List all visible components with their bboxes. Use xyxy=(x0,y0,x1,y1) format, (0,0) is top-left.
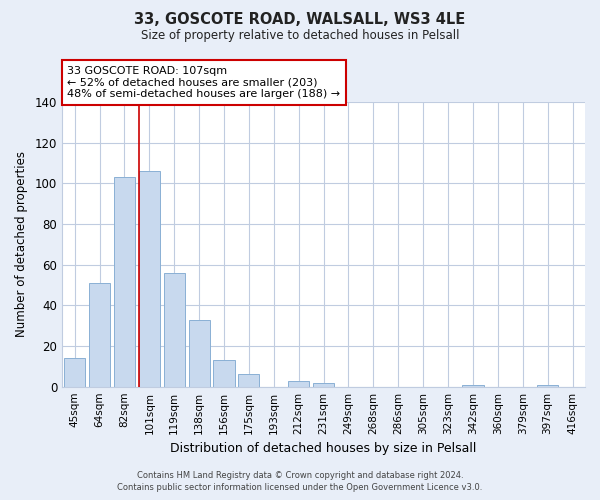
Y-axis label: Number of detached properties: Number of detached properties xyxy=(15,152,28,338)
X-axis label: Distribution of detached houses by size in Pelsall: Distribution of detached houses by size … xyxy=(170,442,477,455)
Bar xyxy=(114,178,135,386)
Bar xyxy=(288,380,309,386)
Bar xyxy=(139,171,160,386)
Text: 33, GOSCOTE ROAD, WALSALL, WS3 4LE: 33, GOSCOTE ROAD, WALSALL, WS3 4LE xyxy=(134,12,466,28)
Bar xyxy=(238,374,259,386)
Bar xyxy=(537,384,558,386)
Bar xyxy=(313,382,334,386)
Bar xyxy=(64,358,85,386)
Bar xyxy=(89,283,110,387)
Text: Contains HM Land Registry data © Crown copyright and database right 2024.
Contai: Contains HM Land Registry data © Crown c… xyxy=(118,471,482,492)
Bar xyxy=(214,360,235,386)
Text: Size of property relative to detached houses in Pelsall: Size of property relative to detached ho… xyxy=(141,29,459,42)
Text: 33 GOSCOTE ROAD: 107sqm
← 52% of detached houses are smaller (203)
48% of semi-d: 33 GOSCOTE ROAD: 107sqm ← 52% of detache… xyxy=(67,66,341,99)
Bar xyxy=(188,320,209,386)
Bar xyxy=(463,384,484,386)
Bar xyxy=(164,273,185,386)
